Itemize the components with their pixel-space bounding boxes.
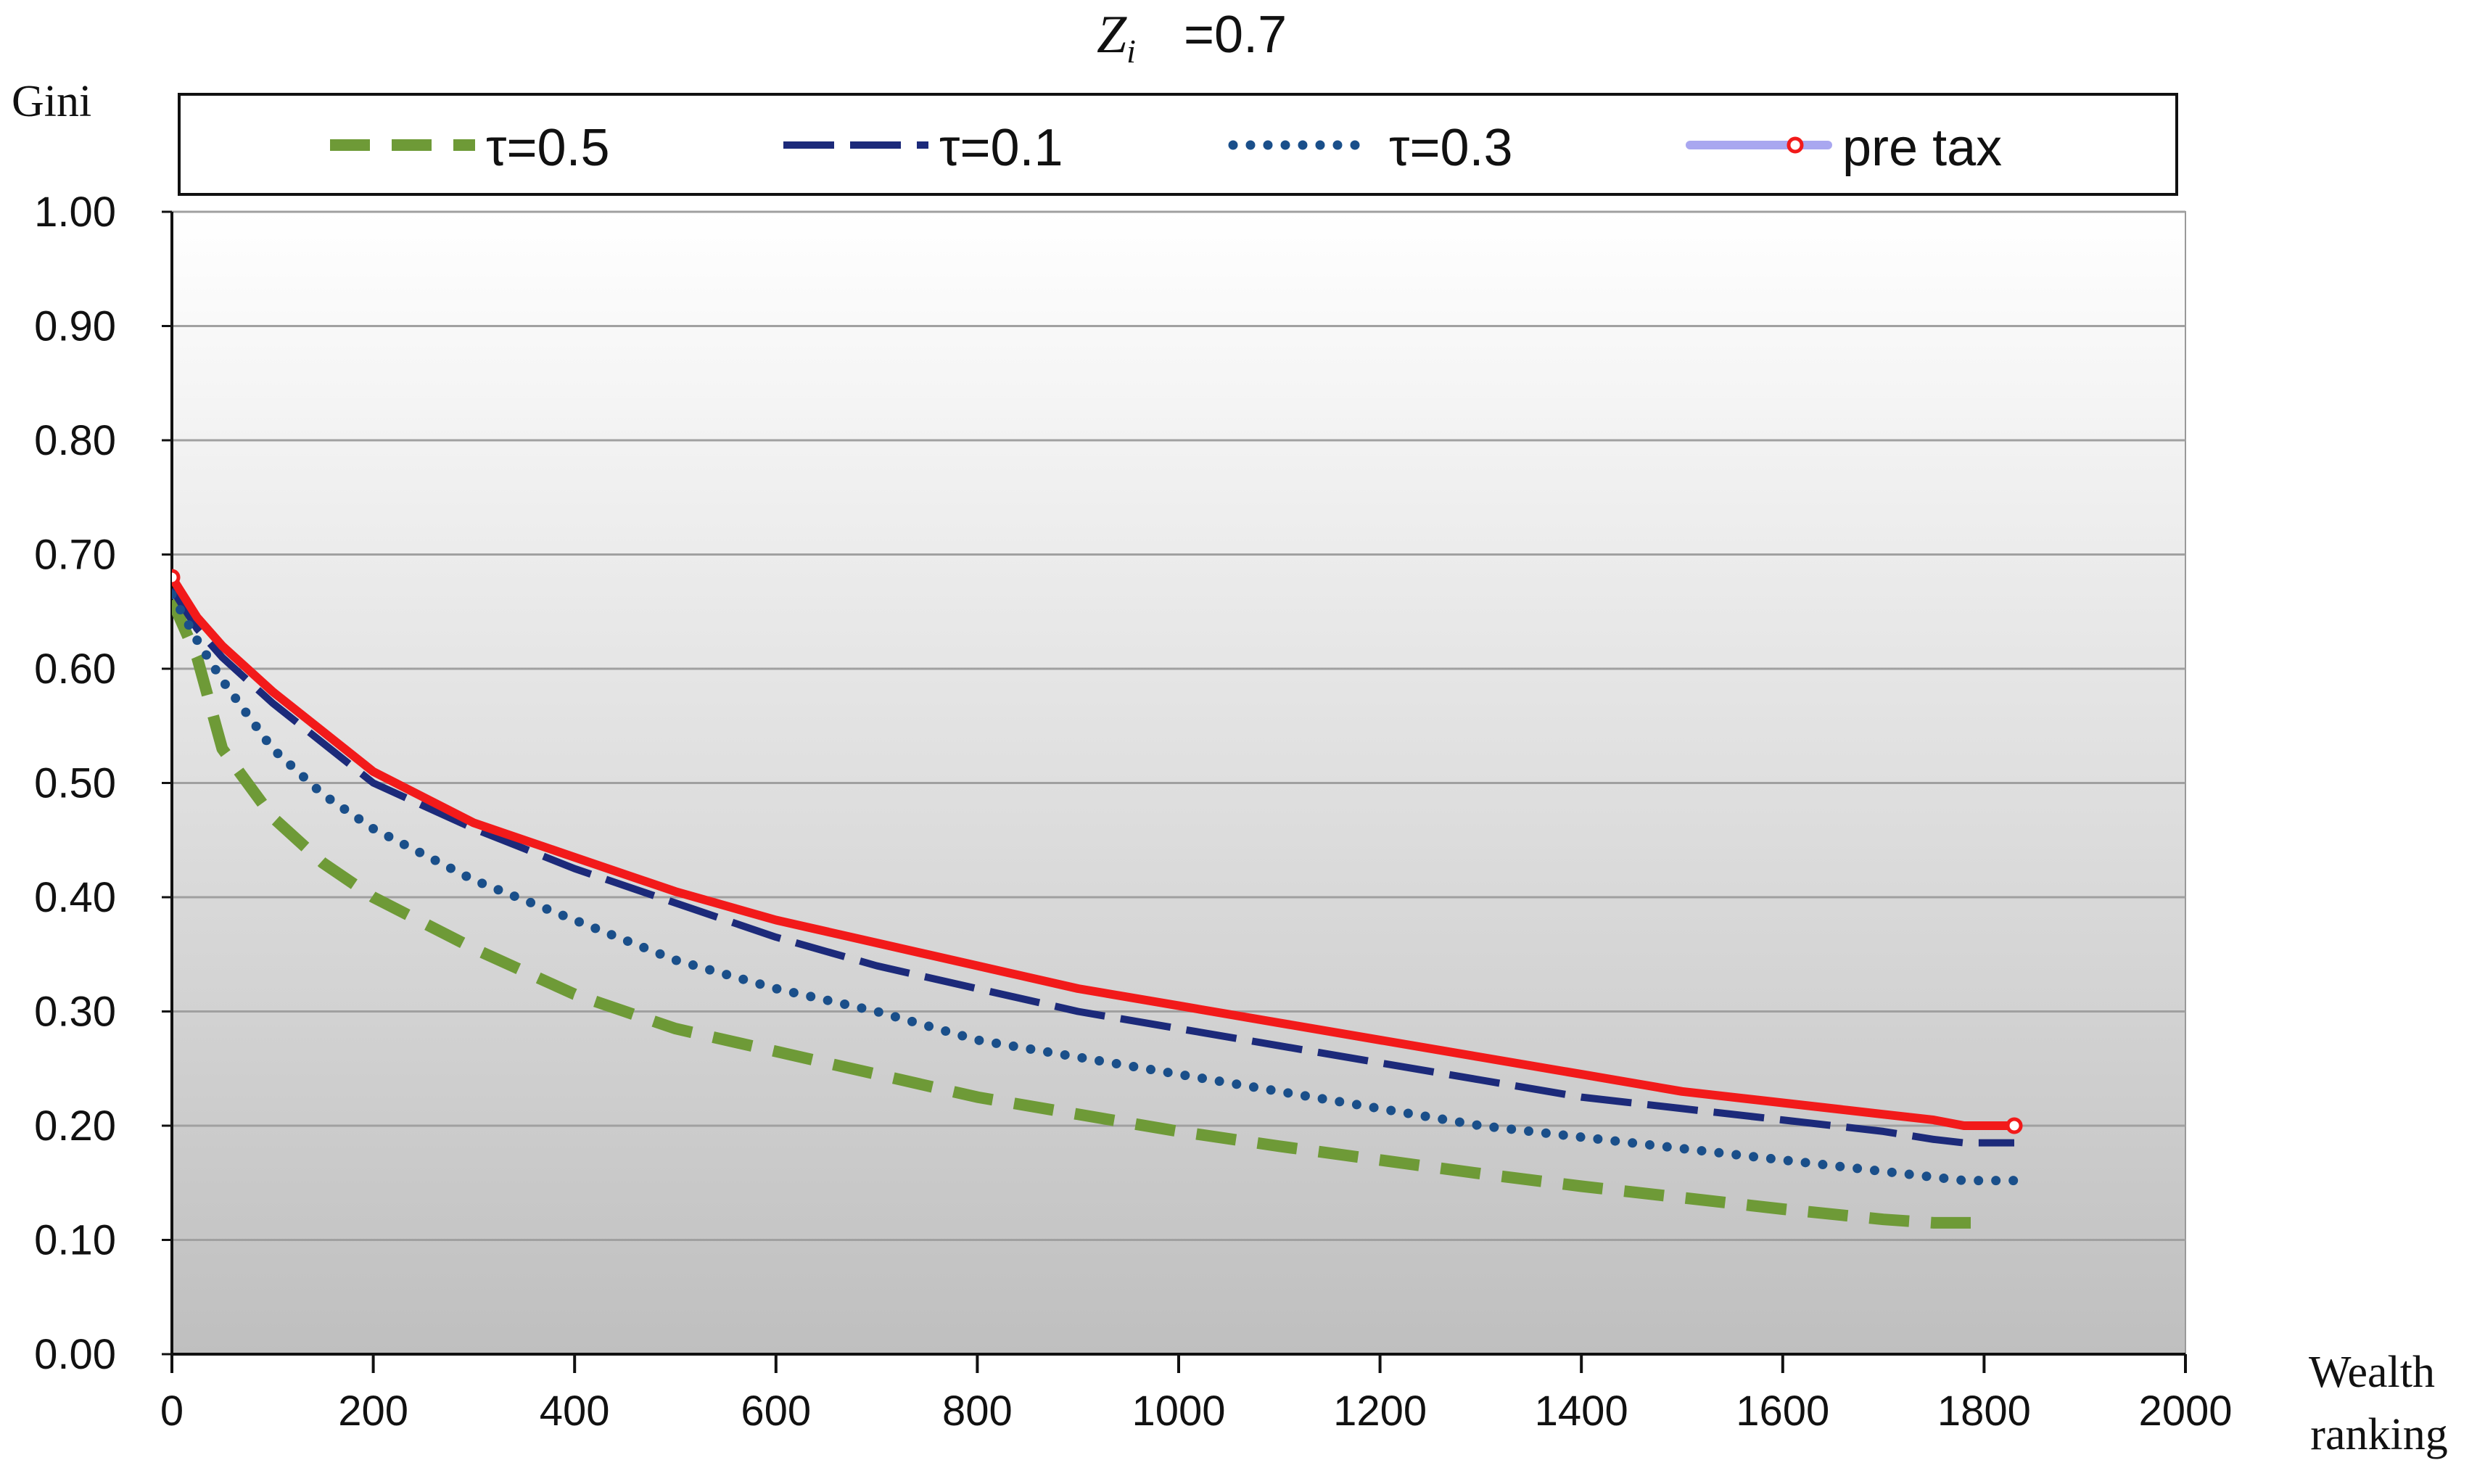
series-line--0-5 bbox=[172, 598, 1985, 1229]
legend-box bbox=[178, 93, 2178, 196]
title-value: =0.7 bbox=[1184, 6, 1287, 64]
series-point bbox=[172, 569, 181, 586]
y-tick-label: 0.40 bbox=[34, 874, 116, 921]
svg-text:Zi: Zi bbox=[1097, 5, 1136, 70]
x-tick-label: 1400 bbox=[1535, 1388, 1628, 1435]
y-tick-label: 0.30 bbox=[34, 989, 116, 1036]
series-line-pre-tax bbox=[172, 573, 2019, 1130]
legend-item--0-5: τ=0.5 bbox=[330, 119, 610, 177]
legend-label: pre tax bbox=[1842, 119, 2002, 177]
chart-title: Zi =0.7 bbox=[1097, 5, 1287, 70]
y-tick-label: 0.90 bbox=[34, 303, 116, 350]
x-tick-label: 2000 bbox=[2138, 1388, 2232, 1435]
series-point bbox=[2006, 1117, 2023, 1134]
axes: 0.00 0.10 0.20 0.30 0.40 0.50 0.60 0.70 0.80 0.90… bbox=[34, 189, 2232, 1435]
x-tick-label: 0 bbox=[160, 1388, 184, 1435]
x-tick-label: 1000 bbox=[1132, 1388, 1225, 1435]
y-tick-label: 0.70 bbox=[34, 532, 116, 579]
y-axis-label: Gini bbox=[12, 77, 91, 126]
series-line--0-3 bbox=[172, 590, 2019, 1186]
y-tick-label: 0.80 bbox=[34, 417, 116, 464]
legend-label: τ=0.1 bbox=[939, 119, 1063, 177]
legend-item-pre-tax: pre tax bbox=[1686, 119, 2002, 177]
legend-item--0-3: τ=0.3 bbox=[1228, 119, 1513, 177]
y-tick-label: 0.10 bbox=[34, 1217, 116, 1264]
x-tick-label: 1600 bbox=[1736, 1388, 1829, 1435]
x-tick-label: 800 bbox=[942, 1388, 1013, 1435]
series-lines bbox=[172, 569, 2023, 1229]
x-tick-label: 200 bbox=[338, 1388, 408, 1435]
series-line--0-1 bbox=[172, 587, 2014, 1147]
y-tick-label: 1.00 bbox=[34, 189, 116, 236]
legend-marker bbox=[1787, 136, 1804, 154]
x-axis-label-line1: Wealth bbox=[2309, 1348, 2435, 1397]
x-axis-label-line2: ranking bbox=[2310, 1410, 2447, 1459]
x-axis-label: Wealth ranking bbox=[2309, 1348, 2448, 1459]
title-variable: Z bbox=[1097, 5, 1127, 65]
legend: τ=0.5 τ=0.1 τ=0.3 pre tax bbox=[330, 119, 2002, 177]
gridlines bbox=[172, 210, 2185, 1241]
x-tick-label: 1800 bbox=[1937, 1388, 2031, 1435]
x-tick-label: 600 bbox=[741, 1388, 811, 1435]
legend-label: τ=0.3 bbox=[1389, 119, 1513, 177]
y-tick-label: 0.60 bbox=[34, 646, 116, 693]
title-subscript: i bbox=[1126, 33, 1136, 70]
x-tick-label: 1200 bbox=[1333, 1388, 1427, 1435]
y-tick-label: 0.00 bbox=[34, 1331, 116, 1378]
legend-item--0-1: τ=0.1 bbox=[783, 119, 1063, 177]
y-tick-label: 0.20 bbox=[34, 1102, 116, 1150]
legend-label: τ=0.5 bbox=[486, 119, 610, 177]
x-tick-label: 400 bbox=[540, 1388, 610, 1435]
y-tick-label: 0.50 bbox=[34, 760, 116, 807]
